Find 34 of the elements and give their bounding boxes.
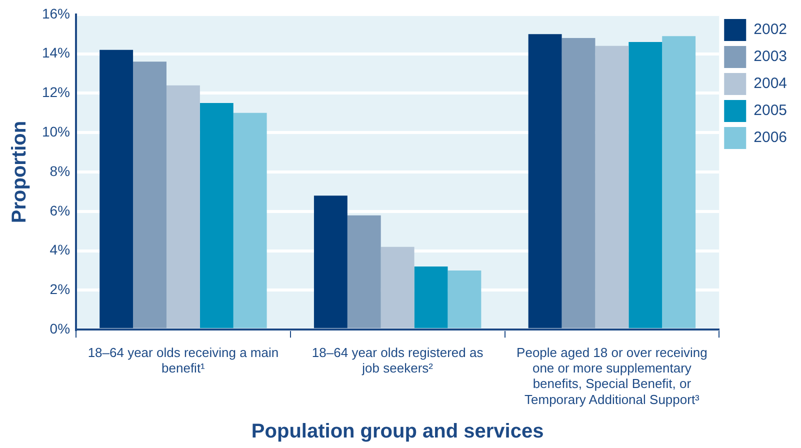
bar bbox=[380, 246, 414, 328]
bar bbox=[347, 215, 381, 328]
legend-label: 2002 bbox=[754, 21, 788, 38]
bar bbox=[166, 85, 200, 328]
y-tick-label: 10% bbox=[42, 123, 70, 140]
y-tick-label: 2% bbox=[50, 281, 70, 298]
bar bbox=[595, 46, 629, 328]
y-tick-label: 14% bbox=[42, 44, 70, 61]
y-tick-label: 8% bbox=[50, 162, 70, 179]
bar bbox=[414, 266, 448, 328]
bar bbox=[100, 50, 134, 328]
legend-label: 2003 bbox=[754, 48, 788, 66]
legend-label: 2004 bbox=[754, 75, 788, 92]
bar bbox=[314, 196, 348, 328]
x-tick-label: People aged 18 or over receiving one or more supplementary benefits, Special Benefit, or Temporary Additional Support³ bbox=[516, 344, 708, 407]
y-tick-label: 0% bbox=[50, 320, 70, 336]
x-tick-label: 18–64 year olds receiving a main benefit¹ bbox=[88, 344, 279, 376]
y-axis-title: Proportion bbox=[8, 120, 31, 224]
bar bbox=[133, 62, 166, 328]
bar bbox=[662, 36, 696, 328]
x-axis-title: Population group and services bbox=[251, 420, 544, 443]
y-tick-label: 4% bbox=[50, 242, 70, 258]
bar bbox=[562, 38, 596, 328]
bar bbox=[528, 34, 562, 328]
bar bbox=[233, 112, 267, 328]
y-tick-label: 12% bbox=[42, 84, 70, 100]
bar bbox=[448, 270, 482, 328]
x-tick-label: 18–64 year olds registered as job seekers² bbox=[312, 344, 484, 376]
y-tick-label: 6% bbox=[50, 202, 70, 218]
legend-label: 2006 bbox=[754, 129, 788, 146]
legend-label: 2005 bbox=[754, 102, 788, 120]
y-tick-label: 16% bbox=[42, 5, 70, 22]
bar bbox=[200, 103, 234, 328]
bar bbox=[628, 42, 662, 328]
